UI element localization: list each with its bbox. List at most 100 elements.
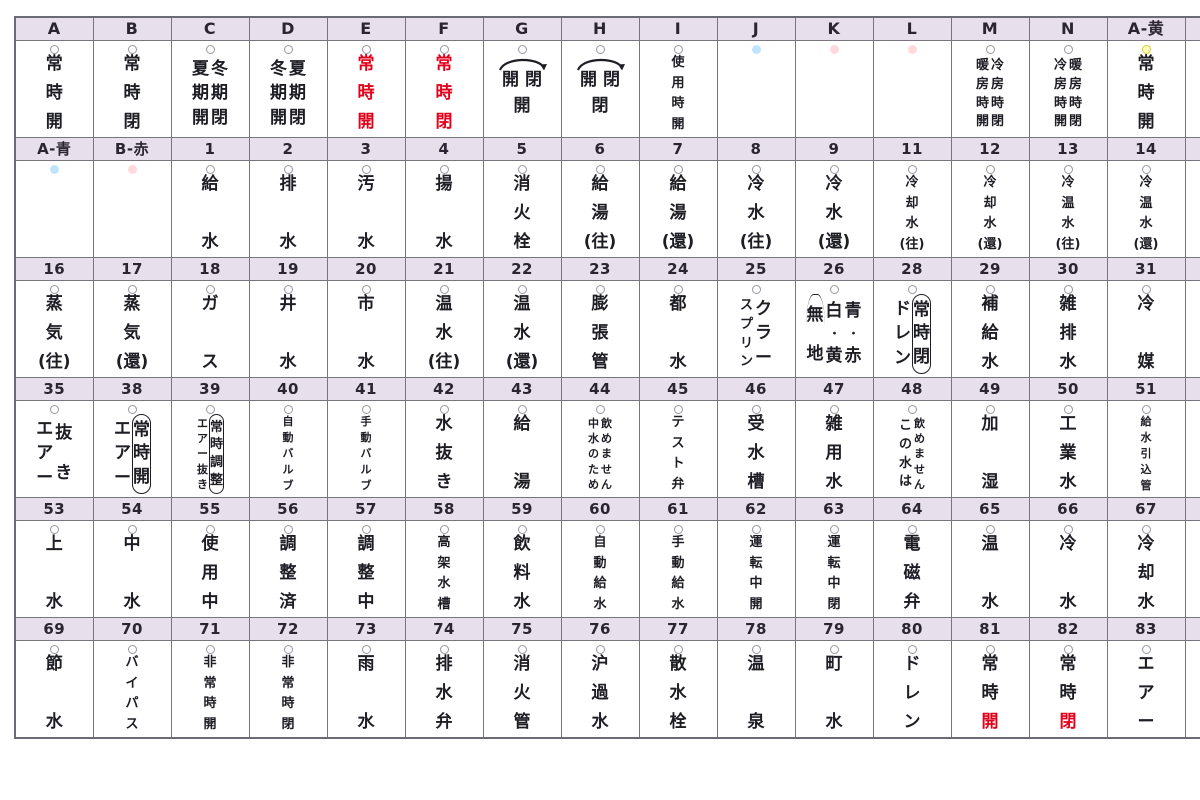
tag-cell[interactable]: 井水 [248, 280, 328, 378]
tag-cell[interactable]: 常時閉 [1184, 40, 1200, 138]
tag-cell[interactable]: 夏期閉冬期開 [248, 40, 328, 138]
tag-cell[interactable]: 揚水 [404, 160, 484, 258]
tag-cell[interactable]: 中水 [92, 520, 172, 618]
tag-cell[interactable]: 自動バルブ [248, 400, 328, 498]
tag-text-body: 冷却水 [1108, 534, 1185, 617]
tag-cell[interactable]: 給水引込管 [1106, 400, 1186, 498]
tag-cell[interactable]: 飲料水 [482, 520, 562, 618]
tag-cell[interactable]: 飲めません中水のため [560, 400, 640, 498]
tag-cell[interactable]: 加湿 [950, 400, 1030, 498]
tag-cell[interactable]: 常時開 [14, 40, 94, 138]
tag-cell[interactable]: 排水 [248, 160, 328, 258]
tag-cell[interactable]: 雑用水 [794, 400, 874, 498]
tag-cell[interactable]: 都水 [638, 280, 718, 378]
tag-cell[interactable]: 冷温水 [1184, 520, 1200, 618]
tag-cell[interactable]: 冷媒 [1106, 280, 1186, 378]
tag-cell[interactable]: 常時閉 [1028, 640, 1108, 739]
tag-cell[interactable]: 冷温水 (還) [1106, 160, 1186, 258]
tag-cell[interactable]: 温水 (還) [482, 280, 562, 378]
tag-cell[interactable]: ドレン [872, 640, 952, 739]
tag-cell[interactable]: 開閉開 [482, 40, 562, 138]
tag-cell[interactable]: 給湯 (往) [560, 160, 640, 258]
tag-cell[interactable]: 市水 [326, 280, 406, 378]
tag-cell[interactable]: 冷温水 (往) [1028, 160, 1108, 258]
tag-cell[interactable]: 非常時開 [170, 640, 250, 739]
tag-cell[interactable]: テスト弁 [638, 400, 718, 498]
tag-cell[interactable]: 膨張管 [560, 280, 640, 378]
tag-cell[interactable]: ガス [170, 280, 250, 378]
tag-cell[interactable]: 温水 (往) [404, 280, 484, 378]
tag-cell[interactable]: 町水 [794, 640, 874, 739]
tag-cell[interactable]: 常時開 [14, 160, 94, 258]
tag-cell[interactable]: 給水 [170, 160, 250, 258]
tag-cell[interactable]: 冷水 [1028, 520, 1108, 618]
tag-cell[interactable]: 開閉閉 [560, 40, 640, 138]
tag-cell[interactable]: 運転中開 [716, 520, 796, 618]
tag-cell[interactable]: 給油 [1184, 160, 1200, 258]
tag-cell[interactable]: 使用中 [170, 520, 250, 618]
tag-cell[interactable]: 冬期閉夏期開 [170, 40, 250, 138]
tag-cell[interactable]: 温泉 [716, 640, 796, 739]
tag-cell[interactable]: 常時閉 [404, 40, 484, 138]
tag-cell[interactable]: 冷水 (往) [716, 160, 796, 258]
tag-cell[interactable]: 節水 [14, 640, 94, 739]
tag-char: 動 [671, 555, 685, 571]
tag-cell[interactable]: 工業水 [1028, 400, 1108, 498]
tag-cell[interactable]: 沪過水 [560, 640, 640, 739]
tag-cell[interactable]: 冷却水 (往) [872, 160, 952, 258]
tag-cell[interactable]: 手動バルブ [326, 400, 406, 498]
tag-cell[interactable]: 常時開エアー [92, 400, 172, 498]
tag-cell[interactable]: 常時開 [326, 40, 406, 138]
tag-cell[interactable]: 電磁弁 [872, 520, 952, 618]
tag-cell[interactable]: 補給水 [950, 280, 1030, 378]
tag-cell[interactable]: 給湯 (還) [638, 160, 718, 258]
tag-cell[interactable]: 常時開 [950, 640, 1030, 739]
tag-cell[interactable]: バイパス [92, 640, 172, 739]
tag-cell[interactable]: 受水槽 [716, 400, 796, 498]
tag-cell[interactable]: 蒸気 [1184, 280, 1200, 378]
tag-cell[interactable]: バルブ緊急 [872, 40, 952, 138]
tag-cell[interactable]: 運転中閉 [794, 520, 874, 618]
tag-cell[interactable]: 飲めませんこの水は [872, 400, 952, 498]
tag-cell[interactable]: 純水 [1184, 640, 1200, 739]
tag-cell[interactable]: 手動給水 [638, 520, 718, 618]
tag-cell[interactable]: 汚水 [326, 160, 406, 258]
tag-cell[interactable]: 冷水 (還) [794, 160, 874, 258]
tag-cell[interactable]: 常時開 [1106, 40, 1186, 138]
tag-cell[interactable]: 閉 [794, 40, 874, 138]
tag-cell[interactable]: 冷却水 (還) [950, 160, 1030, 258]
tag-cell[interactable]: エアー [1106, 640, 1186, 739]
tag-cell[interactable]: 調整済 [248, 520, 328, 618]
tag-cell[interactable]: 抜きエアー [14, 400, 94, 498]
tag-cell[interactable]: 蒸気 (往) [14, 280, 94, 378]
tag-cell[interactable]: 給湯 [482, 400, 562, 498]
tag-cell[interactable]: 自動給水 [560, 520, 640, 618]
tag-cell[interactable]: 蒸気 (還) [92, 280, 172, 378]
tag-cell[interactable]: 消火管 [482, 640, 562, 739]
tag-cell[interactable]: 常時閉ドレン [872, 280, 952, 378]
tag-cell[interactable]: 常時閉 [92, 160, 172, 258]
tag-cell[interactable]: 温水 [950, 520, 1030, 618]
tag-cell[interactable]: 冷房時閉暖房時開 [950, 40, 1030, 138]
tag-cell[interactable]: 調整中 [326, 520, 406, 618]
tag-cell[interactable]: 上水 [14, 520, 94, 618]
tag-cell[interactable]: 高架水槽 [404, 520, 484, 618]
tag-plate: ガス [172, 281, 249, 377]
tag-cell[interactable]: 非常時閉 [248, 640, 328, 739]
mounting-hole-icon [127, 525, 137, 534]
tag-cell[interactable]: クラースプリン [716, 280, 796, 378]
tag-cell[interactable]: 雨水 [326, 640, 406, 739]
tag-cell[interactable]: 排水弁 [404, 640, 484, 739]
tag-cell[interactable]: 常時調整エアー抜き [170, 400, 250, 498]
tag-cell[interactable]: 開 [716, 40, 796, 138]
tag-cell[interactable]: 常時閉 [92, 40, 172, 138]
tag-cell[interactable]: 冷却水 [1106, 520, 1186, 618]
tag-cell[interactable]: 暖房時閉冷房時開 [1028, 40, 1108, 138]
tag-cell[interactable]: 消火栓 [482, 160, 562, 258]
tag-cell[interactable]: 使用時開 [638, 40, 718, 138]
tag-cell[interactable]: 散水栓 [638, 640, 718, 739]
tag-cell[interactable]: 水抜き [404, 400, 484, 498]
tag-cell[interactable]: 排水ポンプ [1184, 400, 1200, 498]
tag-cell[interactable]: 雑排水 [1028, 280, 1108, 378]
tag-cell[interactable]: 青・赤白・黄無地 [794, 280, 874, 378]
